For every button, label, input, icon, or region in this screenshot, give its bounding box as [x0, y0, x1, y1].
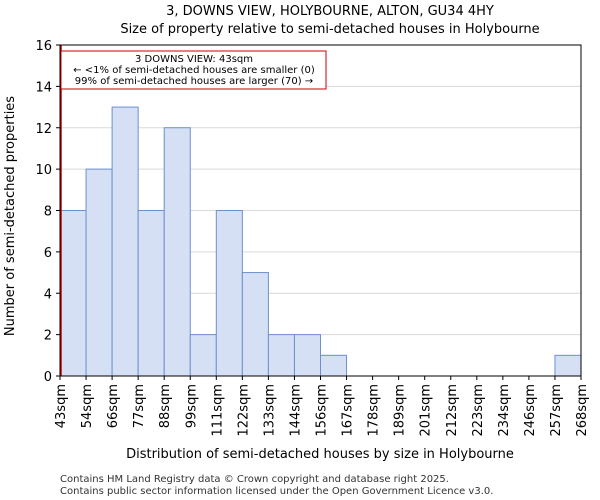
x-tick-label-212sqm: 212sqm [445, 384, 460, 437]
chart-subtitle: Size of property relative to semi-detach… [120, 22, 539, 37]
x-tick-label-99sqm: 99sqm [184, 384, 199, 428]
x-tick-label-223sqm: 223sqm [471, 384, 486, 437]
y-axis-label: Number of semi-detached properties [3, 96, 18, 336]
footer-line-1: Contains HM Land Registry data © Crown c… [60, 474, 449, 485]
bar-257sqm [554, 354, 582, 377]
x-tick-label-66sqm: 66sqm [106, 384, 121, 428]
bar-99sqm [189, 334, 217, 377]
y-tick-label-6: 6 [44, 246, 52, 261]
x-tick-label-257sqm: 257sqm [549, 384, 564, 437]
x-axis-label: Distribution of semi-detached houses by … [126, 447, 514, 462]
bars-group [59, 106, 582, 377]
x-tick-label-167sqm: 167sqm [341, 384, 356, 437]
annotation-line-2: ← <1% of semi-detached houses are smalle… [73, 65, 315, 76]
x-tick-label-43sqm: 43sqm [54, 384, 69, 428]
y-tick-label-8: 8 [44, 205, 52, 220]
bar-111sqm [215, 210, 243, 377]
chart-title: 3, DOWNS VIEW, HOLYBOURNE, ALTON, GU34 4… [166, 4, 494, 19]
plot-frame [59, 44, 582, 377]
annotation-box [60, 50, 327, 90]
x-tick-label-234sqm: 234sqm [497, 384, 512, 437]
y-tick-label-10: 10 [35, 163, 52, 178]
x-tick-label-156sqm: 156sqm [315, 384, 330, 437]
annotation-line-3: 99% of semi-detached houses are larger (… [75, 76, 313, 87]
y-tick-label-14: 14 [35, 80, 52, 95]
y-tick-label-2: 2 [44, 329, 52, 344]
bar-133sqm [267, 334, 295, 377]
x-tick-label-122sqm: 122sqm [236, 384, 251, 437]
x-tick-label-246sqm: 246sqm [523, 384, 538, 437]
y-tick-label-12: 12 [35, 122, 52, 137]
y-tick-label-4: 4 [44, 287, 52, 302]
y-axis-ticks: 0 2 4 6 8 10 12 14 16 [35, 39, 60, 385]
x-tick-label-178sqm: 178sqm [367, 384, 382, 437]
x-tick-label-189sqm: 189sqm [393, 384, 408, 437]
x-axis-ticks: 43sqm 54sqm 66sqm 77sqm 88sqm 99sqm 111sqm 122s… [54, 376, 590, 437]
x-tick-label-133sqm: 133sqm [262, 384, 277, 437]
x-tick-label-201sqm: 201sqm [419, 384, 434, 437]
x-tick-label-268sqm: 268sqm [575, 384, 590, 437]
bar-144sqm [293, 334, 322, 377]
bar-66sqm [111, 106, 139, 377]
bar-156sqm [320, 354, 348, 377]
x-tick-label-77sqm: 77sqm [132, 384, 147, 428]
bar-43sqm [59, 210, 87, 377]
bar-122sqm [241, 272, 269, 377]
footer-line-2: Contains public sector information licen… [60, 486, 493, 497]
x-tick-label-144sqm: 144sqm [288, 384, 303, 437]
y-tick-label-16: 16 [35, 39, 52, 54]
x-tick-label-111sqm: 111sqm [210, 384, 225, 437]
x-tick-label-54sqm: 54sqm [80, 384, 95, 428]
bar-54sqm [85, 168, 113, 377]
bar-88sqm [163, 127, 191, 377]
y-tick-label-0: 0 [44, 370, 52, 385]
bar-77sqm [137, 210, 165, 377]
annotation-line-1: 3 DOWNS VIEW: 43sqm [135, 54, 253, 65]
x-tick-label-88sqm: 88sqm [158, 384, 173, 428]
